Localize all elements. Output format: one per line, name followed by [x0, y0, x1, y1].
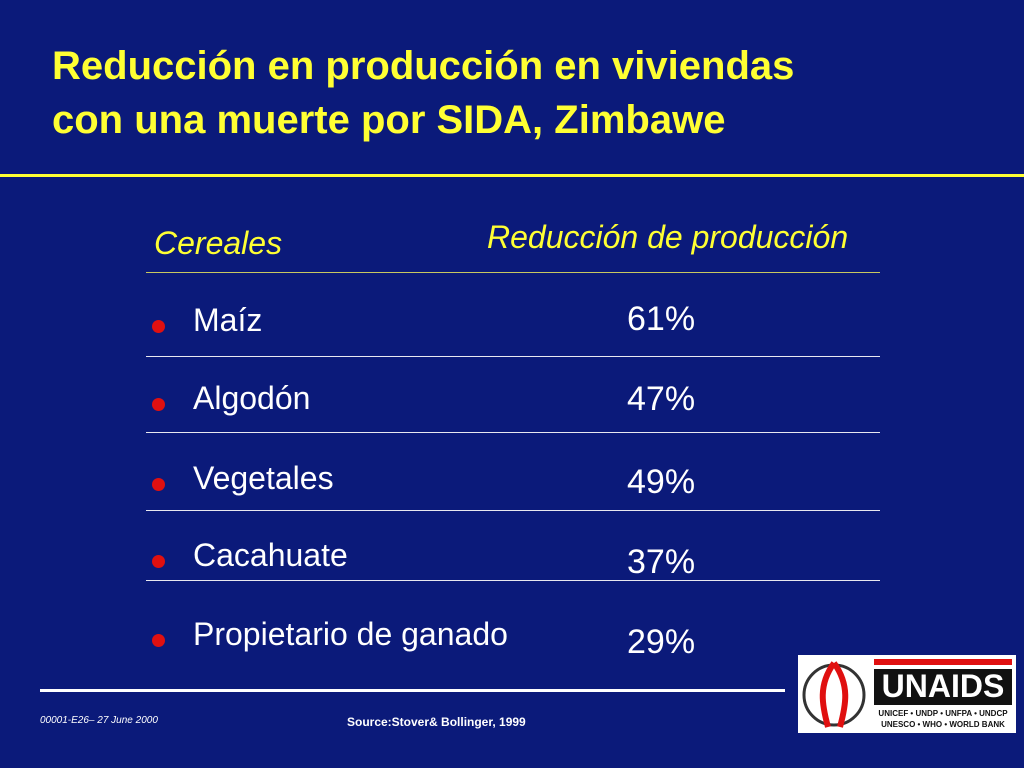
logo-band — [874, 659, 1012, 665]
logo-members: UNESCO • WHO • WORLD BANK — [881, 720, 1005, 729]
logo-name: UNAIDS — [882, 668, 1005, 704]
bullet — [152, 478, 165, 491]
bullet — [152, 320, 165, 333]
title-rule — [0, 174, 1024, 177]
row-rule — [146, 580, 880, 581]
row-value: 47% — [627, 380, 696, 418]
row-label: Cacahuate — [193, 537, 348, 573]
row-label: Maíz — [193, 302, 263, 338]
row-rule — [146, 510, 880, 511]
bullet — [152, 634, 165, 647]
row-value: 37% — [627, 543, 696, 581]
footer-rule — [40, 689, 785, 692]
row-label: Algodón — [193, 380, 311, 416]
slide-code: 00001-E26– 27 June 2000 — [40, 715, 158, 726]
bullet — [152, 398, 165, 411]
logo-members: UNICEF • UNDP • UNFPA • UNDCP — [878, 709, 1008, 718]
row-rule — [146, 356, 880, 357]
title-line: con una muerte por SIDA, Zimbawe — [52, 98, 726, 142]
logo-box — [874, 669, 1012, 705]
row-rule — [146, 432, 880, 433]
row-value: 49% — [627, 463, 696, 501]
header-rule — [146, 272, 880, 273]
row-label: Propietario de ganado — [193, 616, 508, 652]
column-header: Reducción de producción — [487, 219, 849, 255]
row-label: Vegetales — [193, 460, 334, 496]
source: Source:Stover& Bollinger, 1999 — [347, 715, 526, 729]
ribbon — [819, 661, 849, 728]
column-header: Cereales — [154, 225, 283, 261]
title-line: Reducción en producción en viviendas — [52, 44, 795, 88]
logo: UNAIDS UNICEF • UNDP • UNFPA • UNDCP UNE… — [798, 655, 1016, 733]
row-value: 29% — [627, 623, 696, 661]
row-value: 61% — [627, 300, 696, 338]
bullet — [152, 555, 165, 568]
